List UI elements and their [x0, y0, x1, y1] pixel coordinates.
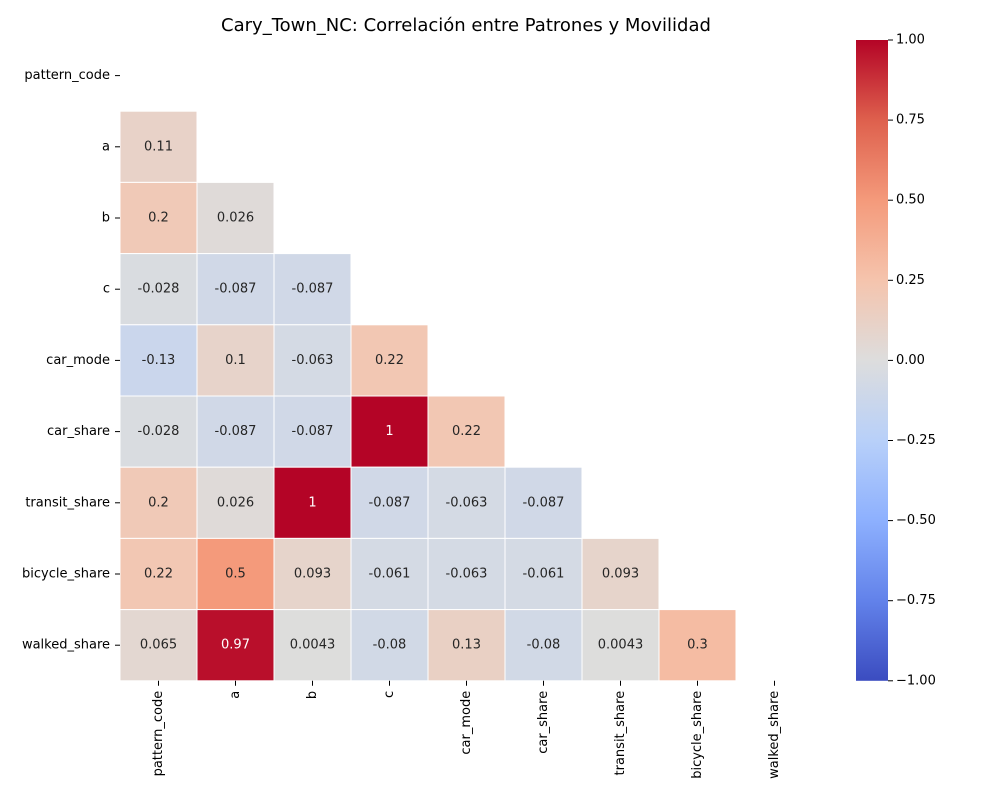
- heatmap-cell-bicycle_share-pattern_code: [119, 537, 198, 611]
- colorbar-tick-label: 0.25: [896, 273, 925, 288]
- y-tick-label-b: b: [102, 211, 110, 226]
- heatmap-cell-transit_share-a: [196, 466, 275, 539]
- cell-value-label: -0.087: [523, 495, 565, 510]
- cell-value-label: 0.093: [294, 567, 331, 582]
- heatmap-cell-c-a: [196, 253, 275, 326]
- cell-value-label: 1: [308, 495, 316, 510]
- heatmap-cell-car_share-car_mode: [427, 395, 506, 468]
- y-tick-label-car_share: car_share: [47, 424, 110, 439]
- cell-value-label: 0.2: [148, 211, 169, 226]
- cell-value-label: 0.3: [687, 638, 708, 653]
- cell-value-label: 0.0043: [290, 638, 336, 653]
- x-tick-label-a: a: [228, 691, 243, 699]
- x-tick-label-car_mode: car_mode: [459, 691, 474, 755]
- heatmap-cell-c-b: [273, 253, 352, 326]
- cell-value-label: 0.0043: [598, 638, 644, 653]
- heatmap-cell-car_share-c: [350, 395, 429, 468]
- cell-value-label: -0.13: [142, 353, 176, 368]
- x-axis-ticks: pattern_code a b c car_mode car_share transit_…: [151, 680, 782, 779]
- colorbar: 1.00 0.75 0.50 0.25 0.00 −0.25 −0.50 −0.75 −1.00: [856, 33, 936, 688]
- cell-value-label: 0.97: [221, 638, 250, 653]
- heatmap-cell-c-pattern_code: [119, 253, 198, 326]
- cell-value-label: 1: [385, 424, 393, 439]
- cell-value-label: -0.061: [523, 567, 565, 582]
- x-tick-label-b: b: [305, 691, 320, 699]
- cell-value-label: 0.093: [602, 567, 639, 582]
- heatmap-cell-bicycle_share-c: [350, 537, 429, 611]
- colorbar-tick-label: 0.00: [896, 353, 925, 368]
- x-tick-label-car_share: car_share: [536, 691, 551, 754]
- heatmap-cell-car_mode-a: [196, 324, 275, 397]
- x-tick-label-transit_share: transit_share: [613, 691, 628, 776]
- heatmap-cell-walked_share-b: [273, 609, 352, 682]
- colorbar-tick-label: −0.50: [896, 513, 936, 528]
- colorbar-tick-label: 0.75: [896, 113, 925, 128]
- heatmap-cell-car_share-a: [196, 395, 275, 468]
- heatmap-cell-walked_share-transit_share: [581, 609, 660, 682]
- cell-value-label: -0.063: [446, 567, 488, 582]
- cell-value-label: 0.2: [148, 495, 169, 510]
- heatmap-cell-transit_share-car_mode: [427, 466, 506, 539]
- heatmap-cell-car_mode-c: [350, 324, 429, 397]
- heatmap-cell-b-pattern_code: [119, 181, 198, 255]
- x-tick-label-walked_share: walked_share: [767, 691, 782, 779]
- cell-value-label: 0.22: [452, 424, 481, 439]
- cell-value-label: -0.08: [527, 638, 561, 653]
- colorbar-tick-label: −1.00: [896, 673, 936, 688]
- cell-value-label: -0.028: [138, 424, 180, 439]
- cell-value-label: 0.1: [225, 353, 246, 368]
- cell-value-label: -0.061: [369, 567, 411, 582]
- colorbar-bar: [856, 40, 888, 681]
- cell-value-label: 0.11: [144, 139, 173, 154]
- heatmap-cell-walked_share-pattern_code: [119, 609, 198, 682]
- colorbar-tick-label: −0.25: [896, 433, 936, 448]
- y-tick-label-c: c: [103, 282, 110, 297]
- cell-value-label: -0.08: [373, 638, 407, 653]
- x-tick-label-c: c: [382, 691, 397, 698]
- heatmap-cells: 0.11 0.2 0.026 -0.028 -0.087 -0.087 -0.13 0.1 -0…: [119, 110, 737, 682]
- heatmap-cell-car_share-b: [273, 395, 352, 468]
- cell-value-label: -0.087: [215, 282, 257, 297]
- heatmap-cell-transit_share-b: [273, 466, 352, 539]
- cell-value-label: 0.5: [225, 567, 246, 582]
- y-tick-label-bicycle_share: bicycle_share: [22, 567, 110, 582]
- cell-value-label: 0.026: [217, 211, 254, 226]
- heatmap-cell-a-pattern_code: [119, 110, 198, 183]
- cell-value-label: -0.063: [446, 495, 488, 510]
- y-tick-label-transit_share: transit_share: [25, 495, 110, 510]
- cell-value-label: -0.087: [292, 424, 334, 439]
- y-tick-label-walked_share: walked_share: [22, 638, 110, 653]
- heatmap-cell-b-a: [196, 181, 275, 255]
- heatmap-cell-transit_share-c: [350, 466, 429, 539]
- colorbar-tick-label: 1.00: [896, 33, 925, 48]
- heatmap-cell-bicycle_share-transit_share: [581, 537, 660, 611]
- cell-value-label: 0.22: [375, 353, 404, 368]
- chart-title: Cary_Town_NC: Correlación entre Patrones…: [221, 15, 711, 36]
- cell-value-label: 0.13: [452, 638, 481, 653]
- cell-value-label: 0.026: [217, 495, 254, 510]
- heatmap-cell-bicycle_share-car_share: [504, 537, 583, 611]
- y-tick-label-pattern_code: pattern_code: [24, 68, 110, 83]
- colorbar-tick-label: 0.50: [896, 193, 925, 208]
- y-tick-label-a: a: [102, 139, 110, 154]
- cell-value-label: -0.087: [292, 282, 334, 297]
- heatmap-cell-transit_share-car_share: [504, 466, 583, 539]
- colorbar-ticks: 1.00 0.75 0.50 0.25 0.00 −0.25 −0.50 −0.75 −1.00: [888, 33, 936, 688]
- cell-value-label: -0.087: [215, 424, 257, 439]
- heatmap-cell-bicycle_share-a: [196, 537, 275, 611]
- cell-value-label: 0.22: [144, 567, 173, 582]
- heatmap-cell-walked_share-bicycle_share: [658, 609, 737, 682]
- cell-value-label: -0.087: [369, 495, 411, 510]
- cell-value-label: -0.028: [138, 282, 180, 297]
- x-tick-label-pattern_code: pattern_code: [151, 691, 166, 777]
- y-tick-label-car_mode: car_mode: [46, 353, 110, 368]
- colorbar-tick-label: −0.75: [896, 593, 936, 608]
- cell-value-label: -0.063: [292, 353, 334, 368]
- cell-value-label: 0.065: [140, 638, 177, 653]
- x-tick-label-bicycle_share: bicycle_share: [690, 691, 705, 779]
